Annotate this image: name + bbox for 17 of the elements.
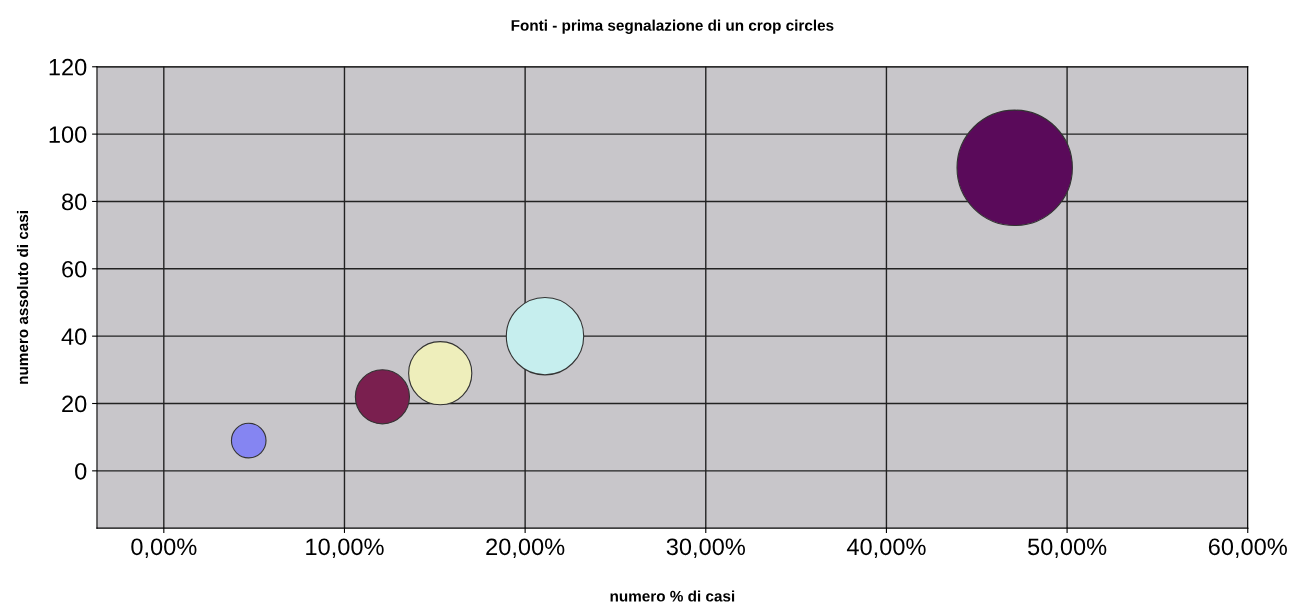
x-tick-label: 0,00% <box>131 538 197 558</box>
y-tick-label: 120 <box>49 58 87 76</box>
y-tick-label: 40 <box>61 328 87 345</box>
y-tick-label: 100 <box>49 126 87 143</box>
y-tick-label: 0 <box>75 462 87 480</box>
x-tick-label: 30,00% <box>666 538 745 558</box>
x-tick-label: 60,00% <box>1208 538 1287 558</box>
x-tick-label: 40,00% <box>846 538 926 558</box>
y-tick-label: 80 <box>62 193 87 211</box>
x-tick-label: 20,00% <box>486 538 565 558</box>
y-tick-label: 60 <box>62 260 87 278</box>
x-axis-title: numero % di casi <box>610 590 735 602</box>
chart-title: Fonti - prima segnalazione di un crop circles <box>511 19 834 34</box>
y-axis-title: numero assoluto di casi <box>16 211 29 384</box>
x-tick-label: 50,00% <box>1028 538 1107 558</box>
x-tick-label: 10,00% <box>306 538 384 558</box>
y-tick-label: 20 <box>62 395 87 413</box>
